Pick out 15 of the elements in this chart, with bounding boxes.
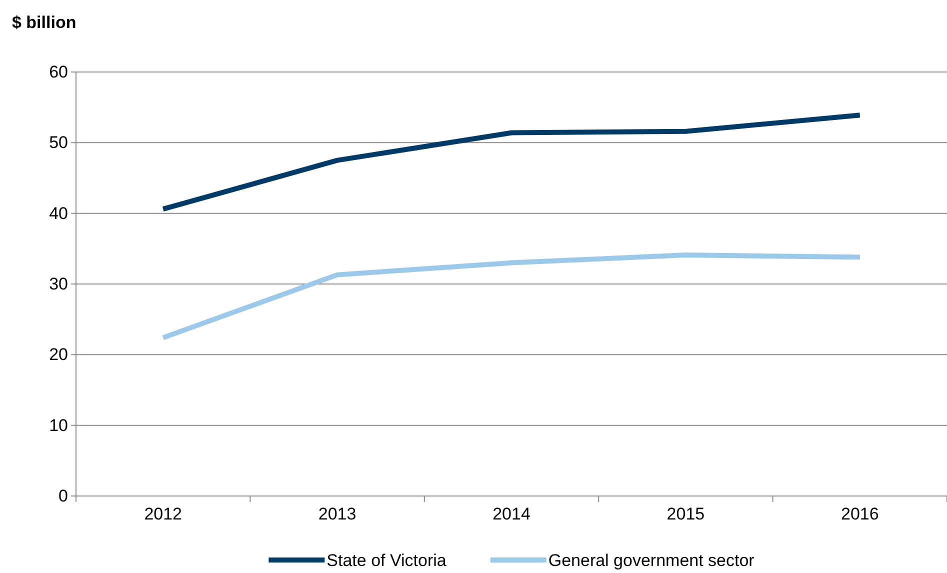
x-tick-label: 2013 — [318, 504, 356, 524]
y-tick-label: 40 — [49, 204, 68, 223]
legend-label: General government sector — [548, 551, 755, 570]
legend-label: State of Victoria — [326, 551, 447, 570]
y-tick-label: 60 — [49, 62, 68, 82]
x-tick-label: 2016 — [840, 504, 879, 524]
y-axis-title: $ billion — [12, 13, 76, 32]
y-tick-label: 10 — [49, 416, 68, 435]
y-tick-label: 0 — [58, 486, 68, 506]
y-tick-label: 50 — [49, 133, 68, 152]
x-tick-label: 2015 — [666, 504, 705, 524]
x-tick-label: 2012 — [144, 504, 182, 524]
y-tick-label: 30 — [49, 274, 68, 294]
x-tick-label: 2014 — [492, 504, 530, 524]
y-tick-label: 20 — [49, 345, 68, 364]
